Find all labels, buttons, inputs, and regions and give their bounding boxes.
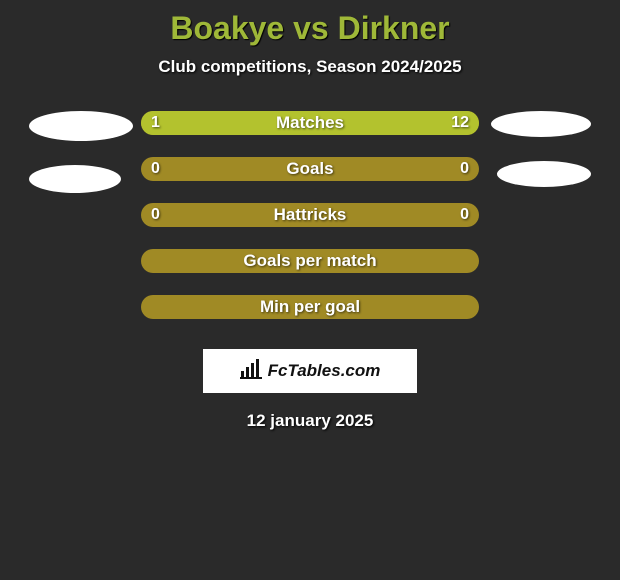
bar-value-left: 0 (151, 157, 160, 181)
bar-value-left: 0 (151, 203, 160, 227)
bar-value-right: 0 (460, 203, 469, 227)
stat-row-goals-per-match: Goals per match (141, 249, 479, 273)
stat-row-hattricks: Hattricks0 0 (141, 203, 479, 227)
date-label: 12 january 2025 (247, 411, 374, 431)
stat-row-matches: Matches1 12 (141, 111, 479, 135)
bar-label: Goals per match (141, 249, 479, 273)
badge-inner: FcTables.com (240, 359, 381, 384)
subtitle: Club competitions, Season 2024/2025 (158, 57, 461, 77)
page-title: Boakye vs Dirkner (170, 10, 449, 47)
player-left-avatar-0 (29, 111, 133, 141)
bar-label: Matches (141, 111, 479, 135)
bars-column: Matches112Goals00Hattricks00Goals per ma… (141, 111, 479, 341)
player-left-avatar-1 (29, 165, 121, 193)
badge-text: FcTables.com (268, 361, 381, 381)
player-right-avatar-0 (491, 111, 591, 137)
bar-label: Goals (141, 157, 479, 181)
player-right-avatar-1 (497, 161, 591, 187)
root-container: Boakye vs Dirkner Club competitions, Sea… (0, 0, 620, 431)
source-badge: FcTables.com (203, 349, 417, 393)
stat-row-goals: Goals0 0 (141, 157, 479, 181)
bar-value-right: 12 (451, 111, 469, 135)
chart-icon (240, 359, 262, 384)
bar-value-right: 0 (460, 157, 469, 181)
bar-label: Min per goal (141, 295, 479, 319)
left-avatar-column (21, 111, 141, 217)
right-avatar-column (479, 111, 599, 211)
chart-area: Matches112Goals00Hattricks00Goals per ma… (0, 111, 620, 341)
bar-label: Hattricks (141, 203, 479, 227)
bar-value-left: 1 (151, 111, 160, 135)
stat-row-min-per-goal: Min per goal (141, 295, 479, 319)
